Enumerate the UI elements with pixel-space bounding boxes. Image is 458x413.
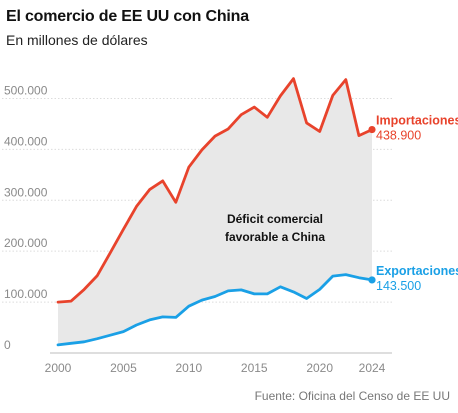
deficit-annotation-line-2: favorable a China: [225, 230, 325, 244]
x-tick-label: 2000: [45, 361, 72, 375]
x-tick-label: 2010: [175, 361, 202, 375]
series-name-label: Importaciones: [376, 114, 458, 128]
y-tick-label: 400.000: [4, 134, 48, 148]
series-end-marker: [368, 276, 376, 284]
x-tick-label: 2024: [359, 361, 386, 375]
x-tick-label: 2020: [306, 361, 333, 375]
x-tick-label: 2015: [241, 361, 268, 375]
y-tick-label: 0: [4, 338, 11, 352]
x-tick-label: 2005: [110, 361, 137, 375]
series-end-value: 438.900: [376, 129, 421, 143]
chart-subtitle: En millones de dólares: [6, 32, 148, 48]
y-axis-labels: 0 100.000 200.000 300.000 400.000 500.000: [4, 83, 48, 352]
y-tick-label: 300.000: [4, 185, 48, 199]
deficit-annotation-line-1: Déficit comercial: [227, 212, 323, 226]
y-tick-label: 200.000: [4, 236, 48, 250]
series-line-importaciones: [56, 77, 374, 304]
series-line-exportaciones: [56, 273, 374, 347]
series-end-value: 143.500: [376, 279, 421, 293]
x-axis-labels: 2000 2005 2010 2015 2020 2024: [45, 361, 386, 375]
y-tick-label: 500.000: [4, 83, 48, 97]
series-end-marker: [368, 125, 376, 134]
deficit-area: [58, 78, 372, 345]
source-note: Fuente: Oficina del Censo de EE UU: [254, 389, 450, 403]
y-tick-label: 100.000: [4, 287, 48, 301]
series-name-label: Exportaciones: [376, 264, 458, 278]
series-lines: [56, 77, 376, 347]
chart-title: El comercio de EE UU con China: [6, 8, 249, 25]
